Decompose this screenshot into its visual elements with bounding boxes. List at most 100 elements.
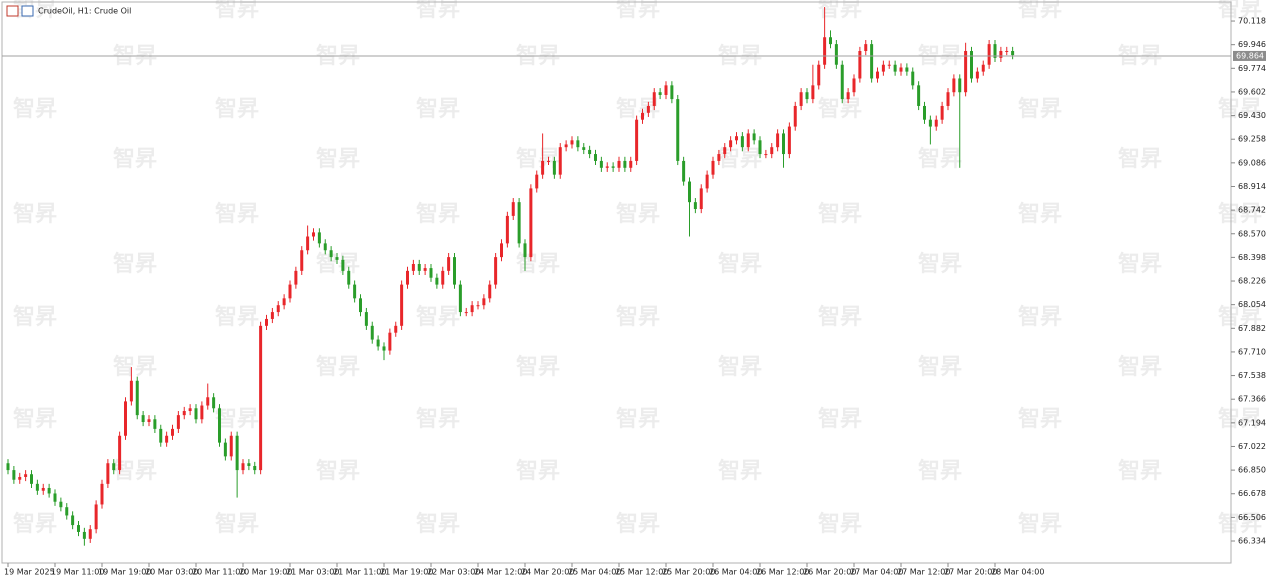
candle-body	[840, 64, 844, 100]
candle-body	[112, 463, 116, 471]
candle-body	[12, 470, 16, 480]
watermark: 智昇	[516, 354, 560, 380]
watermark: 智昇	[215, 201, 259, 227]
candle-body	[382, 346, 386, 351]
candle-body	[793, 105, 797, 127]
candle-body	[106, 463, 110, 484]
watermark: 智昇	[416, 0, 460, 22]
x-tick-label: 22 Mar 03:00	[427, 568, 480, 577]
candle-body	[129, 380, 133, 402]
watermark: 智昇	[215, 406, 259, 432]
candle-body	[241, 463, 245, 471]
candle-body	[153, 419, 157, 429]
candle-body	[18, 476, 22, 480]
watermark: 智昇	[818, 406, 862, 432]
x-tick-label: 24 Mar 12:00	[474, 568, 527, 577]
candle-body	[552, 160, 556, 175]
candle-body	[77, 525, 80, 532]
watermark: 智昇	[818, 304, 862, 330]
candle-body	[229, 435, 233, 457]
candle-body	[364, 312, 368, 326]
y-tick-label: 68.226	[1238, 277, 1266, 286]
candle-body	[923, 105, 926, 120]
candle-body	[599, 160, 603, 168]
candle-body	[270, 312, 274, 319]
x-tick-label: 27 Mar 12:00	[897, 568, 950, 577]
candle-body	[975, 71, 979, 79]
watermark: 智昇	[1218, 0, 1262, 22]
candle-body	[159, 428, 163, 443]
candle-body	[6, 463, 10, 471]
watermark: 智昇	[1118, 146, 1162, 172]
candle-body	[987, 44, 991, 65]
watermark: 智昇	[1018, 96, 1062, 122]
watermark: 智昇	[516, 146, 560, 172]
watermark: 智昇	[1118, 251, 1162, 277]
candle-body	[276, 305, 280, 313]
candle-body	[629, 160, 633, 168]
candle-body	[829, 37, 832, 45]
watermark: 智昇	[918, 146, 962, 172]
candle-body	[265, 318, 268, 326]
candle-body	[887, 64, 891, 66]
watermark: 智昇	[215, 96, 259, 122]
candle-body	[312, 232, 315, 237]
candle-body	[928, 119, 932, 127]
candle-body	[541, 160, 545, 175]
candle-body	[406, 270, 409, 285]
candle-body	[588, 149, 592, 155]
candle-body	[435, 277, 439, 285]
watermark: 智昇	[1018, 201, 1062, 227]
y-tick-label: 68.742	[1238, 206, 1266, 215]
watermark: 智昇	[918, 458, 962, 484]
watermark: 智昇	[818, 96, 862, 122]
watermark: 智昇	[1218, 304, 1262, 330]
candle-body	[834, 44, 838, 65]
candle-body	[206, 397, 210, 406]
watermark: 智昇	[13, 201, 57, 227]
y-tick-label: 68.914	[1238, 182, 1266, 191]
candle-body	[676, 99, 680, 161]
watermark: 智昇	[13, 96, 57, 122]
x-tick-label: 25 Mar 20:00	[662, 568, 715, 577]
candle-body	[664, 85, 668, 95]
watermark: 智昇	[616, 304, 660, 330]
watermark: 智昇	[616, 0, 660, 22]
candle-body	[905, 67, 909, 72]
candle-body	[1011, 50, 1015, 56]
candle-body	[693, 202, 697, 210]
candle-body	[635, 119, 639, 161]
watermark: 智昇	[13, 511, 57, 537]
candle-body	[917, 85, 921, 106]
candle-body	[758, 140, 762, 155]
candle-body	[212, 397, 216, 409]
candle-body	[335, 257, 339, 260]
candle-body	[247, 463, 251, 466]
watermark: 智昇	[215, 511, 259, 537]
candle-body	[253, 465, 257, 471]
candle-body	[864, 44, 868, 51]
candle-body	[388, 332, 392, 351]
candle-body	[594, 154, 597, 161]
candle-body	[400, 284, 404, 326]
candle-body	[899, 67, 903, 72]
candle-body	[453, 257, 456, 285]
candle-body	[235, 435, 239, 471]
candle-body	[805, 92, 809, 100]
candle-body	[118, 435, 122, 471]
candle-body	[94, 504, 98, 530]
watermark: 智昇	[13, 406, 57, 432]
candle-body	[223, 442, 227, 457]
x-tick-label: 25 Mar 12:00	[615, 568, 668, 577]
candle-body	[646, 105, 650, 113]
watermark: 智昇	[718, 458, 762, 484]
y-tick-label: 68.398	[1238, 253, 1266, 262]
watermark: 智昇	[616, 96, 660, 122]
watermark: 智昇	[416, 406, 460, 432]
candle-body	[306, 236, 310, 251]
watermark: 智昇	[113, 354, 157, 380]
candle-body	[1005, 50, 1009, 52]
candle-body	[699, 188, 703, 210]
y-tick-label: 66.506	[1238, 513, 1266, 522]
candle-body	[846, 92, 850, 100]
